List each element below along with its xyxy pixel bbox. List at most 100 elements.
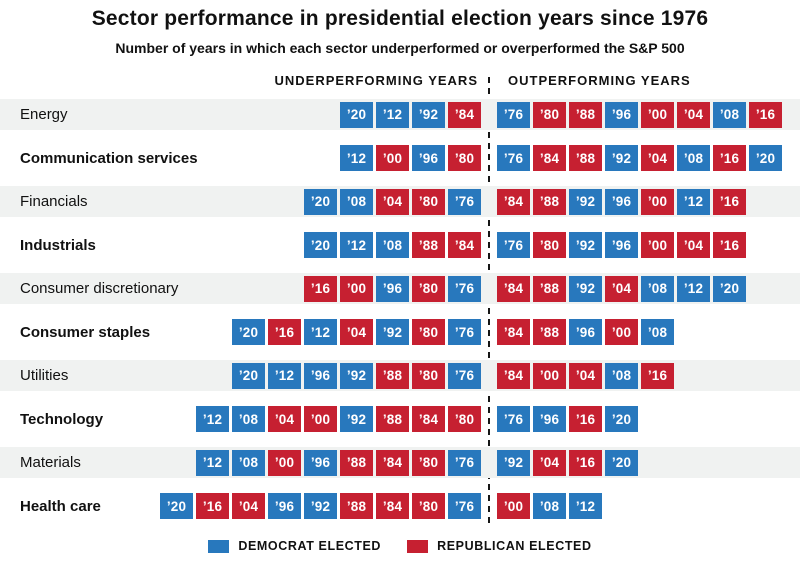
year-chip: ’80 [448, 145, 481, 172]
year-chip: ’88 [533, 319, 566, 346]
year-chip: ’04 [376, 188, 409, 215]
sector-row: Materials ’12’08’00’96’88’84’80’76’92’04’… [0, 441, 800, 485]
sector-label: Communication services [20, 149, 198, 167]
sector-row: Industrials ’20’12’08’88’84’76’80’92’96’0… [0, 224, 800, 268]
year-chip: ’88 [412, 232, 445, 259]
sector-row-band: Materials ’12’08’00’96’88’84’80’76’92’04’… [0, 447, 800, 479]
year-chip: ’84 [497, 188, 530, 215]
sector-row: Communication services ’12’00’96’80 ’76’84… [0, 137, 800, 181]
legend: DEMOCRAT ELECTED REPUBLICAN ELECTED [0, 539, 800, 553]
outperforming-year-chips: ’76’84’88’92’04’08’16’20 [497, 145, 782, 172]
year-chip: ’12 [304, 319, 337, 346]
year-chip: ’92 [340, 362, 373, 389]
year-chip: ’84 [376, 493, 409, 520]
year-chip: ’96 [605, 188, 638, 215]
sector-row: Health care ’20’16’04’96’92’88’84’80’76’0… [0, 485, 800, 529]
year-chip: ’04 [641, 145, 674, 172]
sector-row-band: Energy ’20’12’92’84’76’80’88’96’00’04’08’… [0, 99, 800, 131]
sector-row: Consumer discretionary ’16’00’96’80’76 ’84… [0, 267, 800, 311]
year-chip: ’08 [677, 145, 710, 172]
chart-title: Sector performance in presidential elect… [91, 7, 709, 30]
sector-row: Utilities ’20’12’96’92’88’80’76 ’84’00’04’… [0, 354, 800, 398]
legend-item: DEMOCRAT ELECTED [208, 539, 381, 553]
year-chip: ’80 [533, 232, 566, 259]
year-chip: ’08 [605, 362, 638, 389]
year-chip: ’96 [605, 232, 638, 259]
sector-label: Materials [20, 454, 81, 472]
year-chip: ’12 [569, 493, 602, 520]
year-chip: ’84 [448, 232, 481, 259]
year-chip: ’88 [376, 362, 409, 389]
year-chip: ’16 [641, 362, 674, 389]
year-chip: ’16 [268, 319, 301, 346]
year-chip: ’84 [412, 406, 445, 433]
underperforming-year-chips: ’20’12’08’88’84 [304, 232, 481, 259]
year-chip: ’12 [340, 145, 373, 172]
year-chip: ’08 [533, 493, 566, 520]
year-chip: ’16 [569, 406, 602, 433]
year-chip: ’76 [448, 188, 481, 215]
legend-item: REPUBLICAN ELECTED [407, 539, 592, 553]
underperforming-year-chips: ’20’08’04’80’76 [304, 188, 481, 215]
year-chip: ’92 [304, 493, 337, 520]
outperforming-year-chips: ’84’00’04’08’16 [497, 362, 674, 389]
outperforming-year-chips: ’00’08’12 [497, 493, 602, 520]
year-chip: ’80 [448, 406, 481, 433]
year-chip: ’12 [677, 188, 710, 215]
year-chip: ’20 [340, 101, 373, 128]
year-chip: ’92 [569, 232, 602, 259]
year-chip: ’96 [268, 493, 301, 520]
year-chip: ’00 [641, 101, 674, 128]
underperforming-year-chips: ’12’08’04’00’92’88’84’80 [196, 406, 481, 433]
year-chip: ’04 [605, 275, 638, 302]
year-chip: ’88 [533, 188, 566, 215]
year-chip: ’08 [232, 449, 265, 476]
underperforming-year-chips: ’12’00’96’80 [340, 145, 481, 172]
year-chip: ’16 [304, 275, 337, 302]
underperforming-year-chips: ’20’12’96’92’88’80’76 [232, 362, 481, 389]
year-chip: ’88 [340, 493, 373, 520]
year-chip: ’96 [605, 101, 638, 128]
chart-subtitle: Number of years in which each sector und… [115, 40, 685, 56]
year-chip: ’96 [412, 145, 445, 172]
underperforming-year-chips: ’20’12’92’84 [340, 101, 481, 128]
year-chip: ’12 [340, 232, 373, 259]
year-chip: ’76 [497, 232, 530, 259]
year-chip: ’88 [569, 145, 602, 172]
year-chip: ’20 [232, 319, 265, 346]
year-chip: ’76 [448, 275, 481, 302]
year-chip: ’12 [376, 101, 409, 128]
year-chip: ’96 [376, 275, 409, 302]
year-chip: ’04 [268, 406, 301, 433]
republican-swatch-icon [407, 539, 429, 553]
year-chip: ’76 [497, 145, 530, 172]
year-chip: ’20 [749, 145, 782, 172]
year-chip: ’88 [533, 275, 566, 302]
year-chip: ’80 [412, 188, 445, 215]
sector-label: Financials [20, 193, 88, 211]
year-chip: ’20 [304, 232, 337, 259]
outperforming-year-chips: ’92’04’16’20 [497, 449, 638, 476]
sector-label: Utilities [20, 367, 69, 385]
sector-row: Consumer staples ’20’16’12’04’92’80’76 ’84… [0, 311, 800, 355]
year-chip: ’16 [196, 493, 229, 520]
year-chip: ’92 [376, 319, 409, 346]
sector-label: Consumer staples [20, 323, 151, 341]
outperforming-year-chips: ’76’80’88’96’00’04’08’16 [497, 101, 782, 128]
year-chip: ’04 [533, 449, 566, 476]
year-chip: ’12 [268, 362, 301, 389]
year-chip: ’96 [304, 362, 337, 389]
year-chip: ’96 [533, 406, 566, 433]
legend-label: DEMOCRAT ELECTED [238, 539, 382, 553]
year-chip: ’12 [196, 406, 229, 433]
year-chip: ’80 [533, 101, 566, 128]
sector-row-band: Industrials ’20’12’08’88’84’76’80’92’96’0… [0, 230, 800, 261]
year-chip: ’96 [304, 449, 337, 476]
year-chip: ’92 [569, 275, 602, 302]
underperforming-year-chips: ’20’16’04’96’92’88’84’80’76 [160, 493, 481, 520]
year-chip: ’04 [677, 101, 710, 128]
year-chip: ’00 [641, 232, 674, 259]
year-chip: ’20 [304, 188, 337, 215]
year-chip: ’84 [448, 101, 481, 128]
year-chip: ’00 [533, 362, 566, 389]
